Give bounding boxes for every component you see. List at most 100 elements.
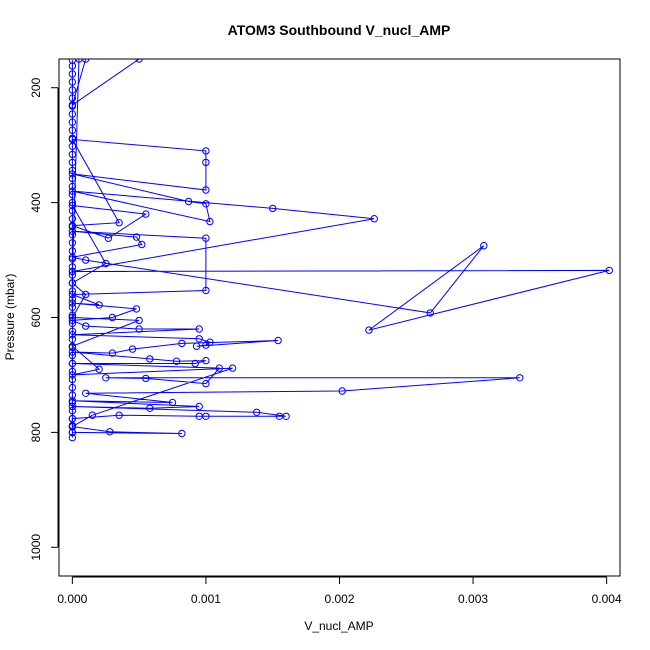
data-point: [68, 70, 77, 78]
data-point: [102, 259, 110, 268]
data-point: [202, 147, 210, 155]
data-point: [68, 86, 77, 94]
series-line: [71, 138, 610, 434]
data-point: [68, 422, 77, 431]
y-tick-label: 600: [29, 307, 43, 327]
y-axis-label: Pressure (mbar): [3, 274, 17, 361]
data-point: [75, 59, 83, 63]
x-tick-label: 0.002: [324, 592, 354, 606]
data-point: [370, 215, 378, 223]
data-point: [95, 301, 103, 309]
data-point: [202, 379, 210, 388]
data-point: [195, 335, 203, 343]
data-point: [104, 234, 113, 242]
data-point: [88, 411, 97, 419]
data-point: [68, 342, 77, 350]
y-tick-label: 400: [29, 192, 43, 212]
data-point: [480, 242, 488, 250]
data-point: [102, 374, 110, 382]
data-point: [178, 429, 186, 438]
data-point: [191, 359, 199, 368]
data-point: [108, 349, 117, 357]
data-point: [172, 357, 181, 365]
data-point: [68, 402, 77, 411]
data-point: [135, 316, 143, 325]
data-point: [106, 428, 114, 436]
data-point: [68, 313, 77, 322]
data-point: [142, 374, 150, 383]
data-point: [202, 158, 210, 167]
y-axis: 200 400 600 800 1000: [29, 77, 59, 561]
data-point: [202, 286, 210, 295]
data-point: [68, 227, 77, 236]
data-point: [68, 118, 77, 126]
y-tick-label: 1000: [29, 534, 43, 561]
y-tick-label: 200: [29, 77, 43, 97]
data-point: [68, 406, 77, 415]
data-point: [516, 374, 524, 382]
data-point: [184, 197, 193, 206]
data-point: [68, 142, 77, 151]
data-point: [135, 59, 143, 63]
series-line: [71, 59, 140, 318]
data-point: [274, 336, 282, 345]
x-axis: 0.000 0.001 0.002 0.003 0.004: [57, 576, 622, 606]
data-point: [206, 217, 214, 226]
data-point: [68, 371, 77, 379]
data-point: [68, 101, 77, 109]
x-axis-label: V_nucl_AMP: [304, 619, 373, 633]
data-point: [68, 414, 77, 423]
data-point: [195, 325, 203, 333]
data-point: [68, 428, 77, 437]
x-tick-label: 0.004: [592, 592, 622, 606]
x-tick-label: 0.001: [191, 592, 221, 606]
data-point: [68, 239, 77, 247]
data-point: [68, 375, 77, 384]
data-point: [68, 433, 77, 442]
plot-area-border: [58, 58, 621, 577]
data-point: [202, 200, 210, 208]
x-tick-label: 0.000: [57, 592, 87, 606]
data-point: [68, 335, 77, 343]
data-point: [146, 404, 154, 412]
data-point: [68, 221, 77, 230]
data-point: [68, 201, 77, 210]
data-point: [68, 78, 77, 86]
data-point: [82, 290, 90, 299]
data-point: [68, 110, 77, 118]
data-point: [68, 267, 77, 276]
data-point: [68, 135, 77, 144]
y-tick-label: 800: [29, 422, 43, 442]
data-point: [168, 398, 177, 407]
data-point: [82, 322, 90, 330]
data-point: [365, 326, 373, 334]
x-tick-label: 0.003: [458, 592, 488, 606]
data-point: [253, 408, 261, 416]
data-point: [108, 313, 117, 322]
data-point: [115, 219, 123, 227]
data-point: [228, 364, 237, 372]
data-point: [68, 391, 77, 399]
data-point: [82, 59, 90, 63]
data-point: [115, 411, 123, 419]
data-point: [95, 365, 103, 373]
data-point: [206, 338, 214, 346]
plot-layer: [68, 59, 613, 442]
data-point: [68, 62, 77, 70]
data-point: [68, 359, 77, 368]
data-point: [202, 356, 210, 365]
data-point: [338, 387, 346, 395]
data-point: [192, 342, 201, 350]
data-point: [82, 256, 90, 264]
data-point: [68, 215, 77, 223]
data-point: [135, 325, 143, 333]
data-point: [215, 364, 224, 372]
data-point: [202, 186, 210, 194]
data-point: [202, 234, 210, 242]
data-point: [202, 412, 210, 420]
data-point: [132, 233, 141, 241]
data-point: [68, 383, 77, 392]
data-point: [195, 402, 203, 411]
data-point: [269, 204, 277, 213]
